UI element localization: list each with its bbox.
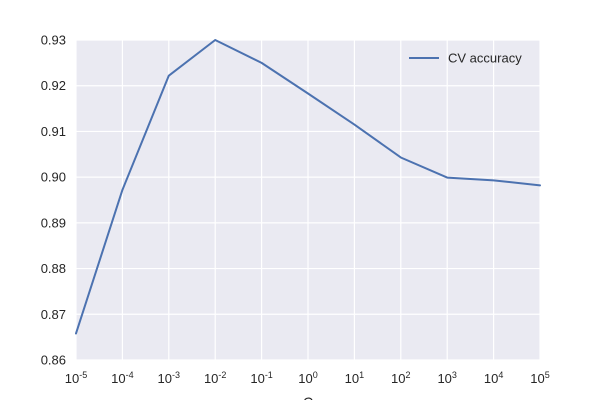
legend: CV accuracy xyxy=(409,51,522,66)
y-tick-label: 0.89 xyxy=(41,215,66,230)
x-tick-label: 104 xyxy=(484,370,503,386)
x-tick-label: 10-2 xyxy=(204,370,226,386)
y-tick-label: 0.90 xyxy=(41,170,66,185)
legend-label: CV accuracy xyxy=(448,51,522,66)
x-axis-title: C xyxy=(303,394,313,400)
x-tick-label: 10-4 xyxy=(111,370,133,386)
x-axis: 10-5 10-4 10-3 10-2 10-1 100 101 102 103 104 105 xyxy=(65,370,550,386)
x-tick-label: 105 xyxy=(530,370,549,386)
x-tick-label: 103 xyxy=(437,370,456,386)
x-tick-label: 102 xyxy=(391,370,410,386)
x-tick-label: 10-3 xyxy=(158,370,180,386)
x-tick-label: 10-1 xyxy=(250,370,272,386)
y-axis: 0.86 0.87 0.88 0.89 0.90 0.91 0.92 0.93 xyxy=(41,33,66,368)
grid-lines xyxy=(75,39,541,361)
y-tick-label: 0.91 xyxy=(41,124,66,139)
y-tick-label: 0.87 xyxy=(41,307,66,322)
y-tick-label: 0.86 xyxy=(41,353,66,368)
series-line-cv-accuracy xyxy=(75,39,541,335)
x-tick-label: 101 xyxy=(345,370,364,386)
x-tick-label: 10-5 xyxy=(65,370,87,386)
y-tick-label: 0.93 xyxy=(41,33,66,48)
y-tick-label: 0.88 xyxy=(41,261,66,276)
series-group xyxy=(75,39,541,335)
x-tick-label: 100 xyxy=(298,370,317,386)
y-tick-label: 0.92 xyxy=(41,78,66,93)
